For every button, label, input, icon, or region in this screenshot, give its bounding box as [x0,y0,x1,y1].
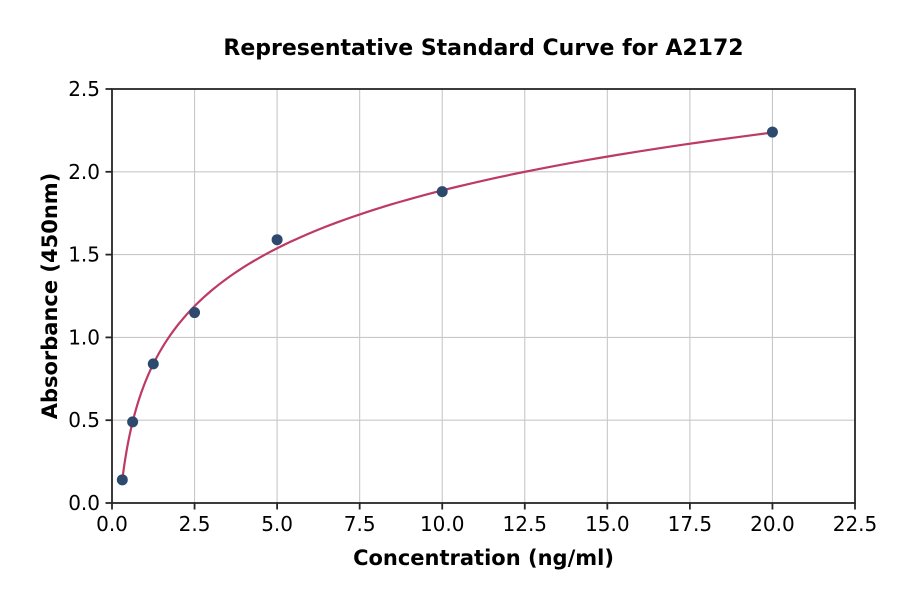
x-tick-label: 0.0 [96,512,128,536]
x-axis-label: Concentration (ng/ml) [353,546,614,570]
y-tick-labels: 0.0 0.5 1.0 1.5 2.0 2.5 [68,77,100,515]
data-points [116,126,778,486]
x-tick-label: 17.5 [668,512,713,536]
data-point [147,358,159,370]
x-tick-label: 2.5 [179,512,211,536]
data-point [271,234,283,246]
y-tick-label: 0.0 [68,491,100,515]
y-tick-label: 0.5 [68,408,100,432]
x-tick-labels: 0.0 2.5 5.0 7.5 10.0 12.5 15.0 17.5 20.0 22.5 [96,512,877,536]
x-tick-label: 22.5 [833,512,878,536]
data-point [127,416,139,428]
y-tick-label: 1.0 [68,325,100,349]
plot-border [111,88,856,504]
axis-ticks [105,88,856,510]
y-tick-label: 2.0 [68,160,100,184]
chart-title: Representative Standard Curve for A2172 [223,36,743,61]
x-tick-label: 20.0 [750,512,795,536]
x-tick-label: 5.0 [261,512,293,536]
x-tick-label: 12.5 [503,512,548,536]
data-point [436,186,448,198]
y-axis-label: Absorbance (450nm) [38,173,62,420]
data-point [766,126,778,138]
x-tick-label: 7.5 [344,512,376,536]
y-tick-label: 1.5 [68,243,100,267]
data-point [116,474,128,486]
data-point [189,307,201,319]
x-tick-label: 15.0 [585,512,630,536]
y-tick-label: 2.5 [68,77,100,101]
x-tick-label: 10.0 [420,512,465,536]
